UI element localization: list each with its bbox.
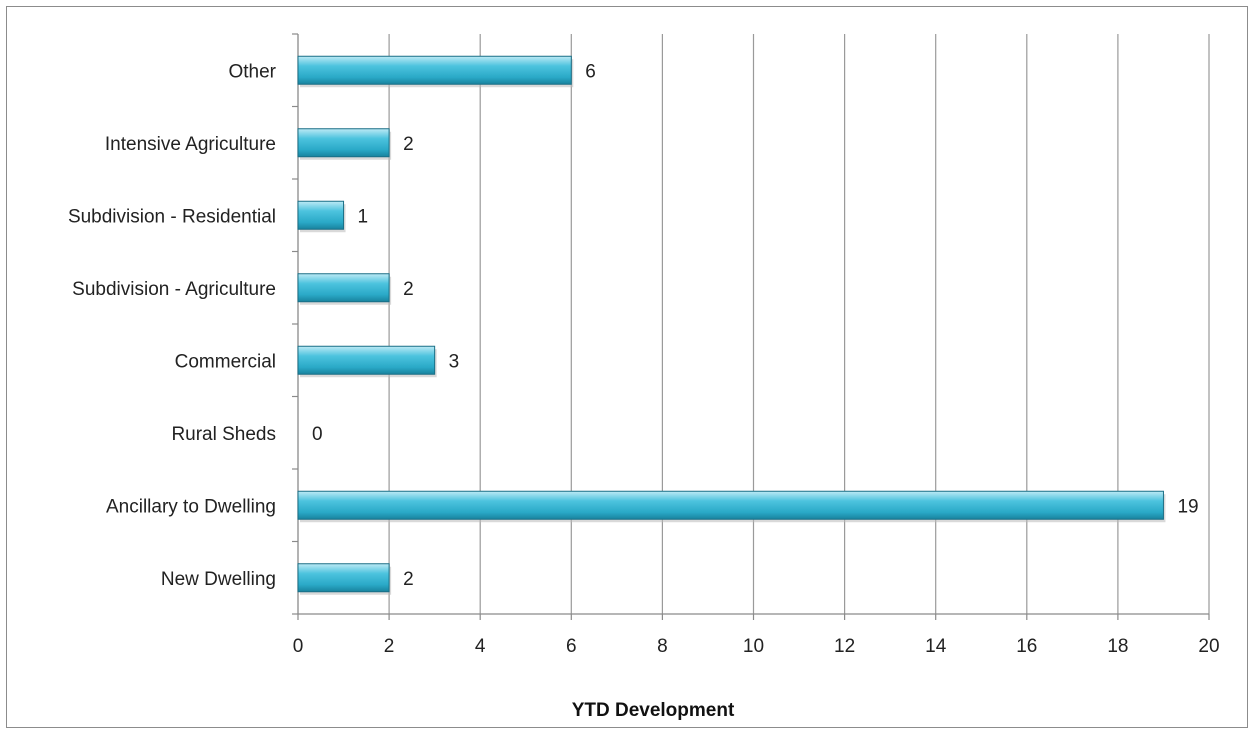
- x-tick-label: 8: [657, 636, 668, 657]
- data-label: 3: [449, 351, 460, 372]
- data-label: 2: [403, 134, 414, 155]
- x-tick-label: 16: [1016, 636, 1037, 657]
- x-tick-label: 14: [925, 636, 947, 657]
- x-tick-label: 12: [834, 636, 855, 657]
- x-tick-label: 18: [1107, 636, 1128, 657]
- axes: [292, 33, 1210, 620]
- data-label: 19: [1177, 496, 1198, 517]
- category-label: Ancillary to Dwelling: [106, 496, 276, 517]
- category-label: Subdivision - Residential: [68, 206, 276, 227]
- data-label: 1: [358, 206, 369, 227]
- bar-ancillary-to-dwelling: [297, 490, 1164, 520]
- data-label: 2: [403, 279, 414, 300]
- category-label: Other: [228, 61, 276, 82]
- category-label: Intensive Agriculture: [105, 134, 276, 155]
- x-tick-label: 4: [475, 636, 486, 657]
- bar-new-dwelling: [297, 563, 390, 593]
- category-label: New Dwelling: [161, 569, 276, 590]
- category-label: Subdivision - Agriculture: [72, 279, 276, 300]
- category-label: Commercial: [175, 351, 276, 372]
- data-label: 2: [403, 569, 414, 590]
- x-tick-label: 6: [566, 636, 577, 657]
- chart-frame: [6, 6, 1248, 728]
- data-label: 6: [585, 61, 596, 82]
- gridlines: [388, 34, 1210, 614]
- bar-subdivision-agriculture: [297, 273, 390, 303]
- bar-subdivision-residential: [297, 200, 345, 230]
- data-label: 0: [312, 424, 323, 445]
- bars: [297, 55, 1166, 595]
- x-tick-label: 2: [384, 636, 395, 657]
- x-tick-label: 10: [743, 636, 764, 657]
- bar-intensive-agriculture: [297, 128, 390, 158]
- x-tick-label: 20: [1198, 636, 1219, 657]
- bar-other: [297, 55, 572, 85]
- x-axis-title: YTD Development: [572, 700, 735, 721]
- x-tick-label: 0: [293, 636, 304, 657]
- category-label: Rural Sheds: [171, 424, 276, 445]
- bar-commercial: [297, 345, 436, 375]
